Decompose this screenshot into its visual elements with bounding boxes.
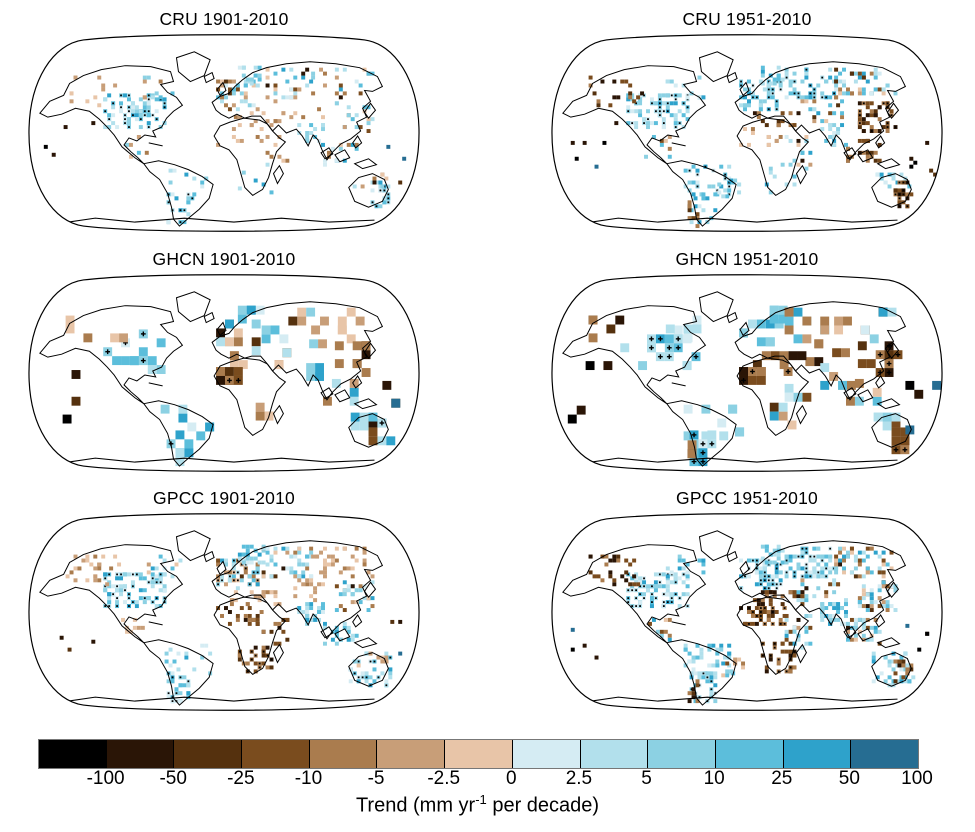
world-map [28,513,420,711]
panel-title: CRU 1901-2010 [159,9,289,29]
colorbar-tick-label: -100 [86,768,125,789]
map-panel [549,32,945,235]
panel-title: GPCC 1951-2010 [676,488,818,508]
colorbar-tick-label: -2.5 [427,768,461,789]
world-map [551,274,943,472]
colorbar-tick-label: 10 [703,768,725,789]
colorbar-segment [106,740,175,768]
colorbar-tick-label: -25 [227,768,255,789]
colorbar-tick-label: -50 [159,768,187,789]
colorbar-segment [174,740,243,768]
colorbar-tick-label: 0 [506,768,517,789]
colorbar-segment [309,740,378,768]
map-panel [26,32,422,235]
colorbar-tick-label: 50 [838,768,860,789]
colorbar-tick-label: -10 [294,768,323,789]
colorbar [38,739,919,769]
map-panel [549,511,945,714]
colorbar-segment [715,740,784,768]
caption-superscript: -1 [475,792,487,807]
world-map [551,34,943,232]
colorbar-tick-label: 25 [771,768,793,789]
map-panel [26,511,422,714]
panel-title: GHCN 1951-2010 [675,249,819,269]
colorbar-segment [39,740,107,768]
panel-title: GPCC 1901-2010 [153,488,295,508]
colorbar-segment [648,740,716,768]
colorbar-segment [377,740,446,768]
colorbar-caption: Trend (mm yr-1 per decade) [38,792,917,818]
panel-title: CRU 1951-2010 [682,9,812,29]
colorbar-segment [445,740,513,768]
world-map [28,34,420,232]
colorbar-segment [242,740,310,768]
colorbar-segment [783,740,852,768]
colorbar-segment [580,740,649,768]
map-panel [549,272,945,475]
colorbar-tick-label: -5 [367,768,385,789]
map-panel [26,272,422,475]
colorbar-segment [851,740,918,768]
caption-pre: Trend (mm yr [355,794,476,817]
colorbar-tick-label: 100 [901,768,933,789]
colorbar-tick-label: 5 [641,768,652,789]
world-map [551,513,943,711]
colorbar-segment [512,740,581,768]
caption-post: per decade) [486,794,600,817]
panel-title: GHCN 1901-2010 [152,249,296,269]
colorbar-tick-label: 2.5 [565,768,593,789]
world-map [28,274,420,472]
